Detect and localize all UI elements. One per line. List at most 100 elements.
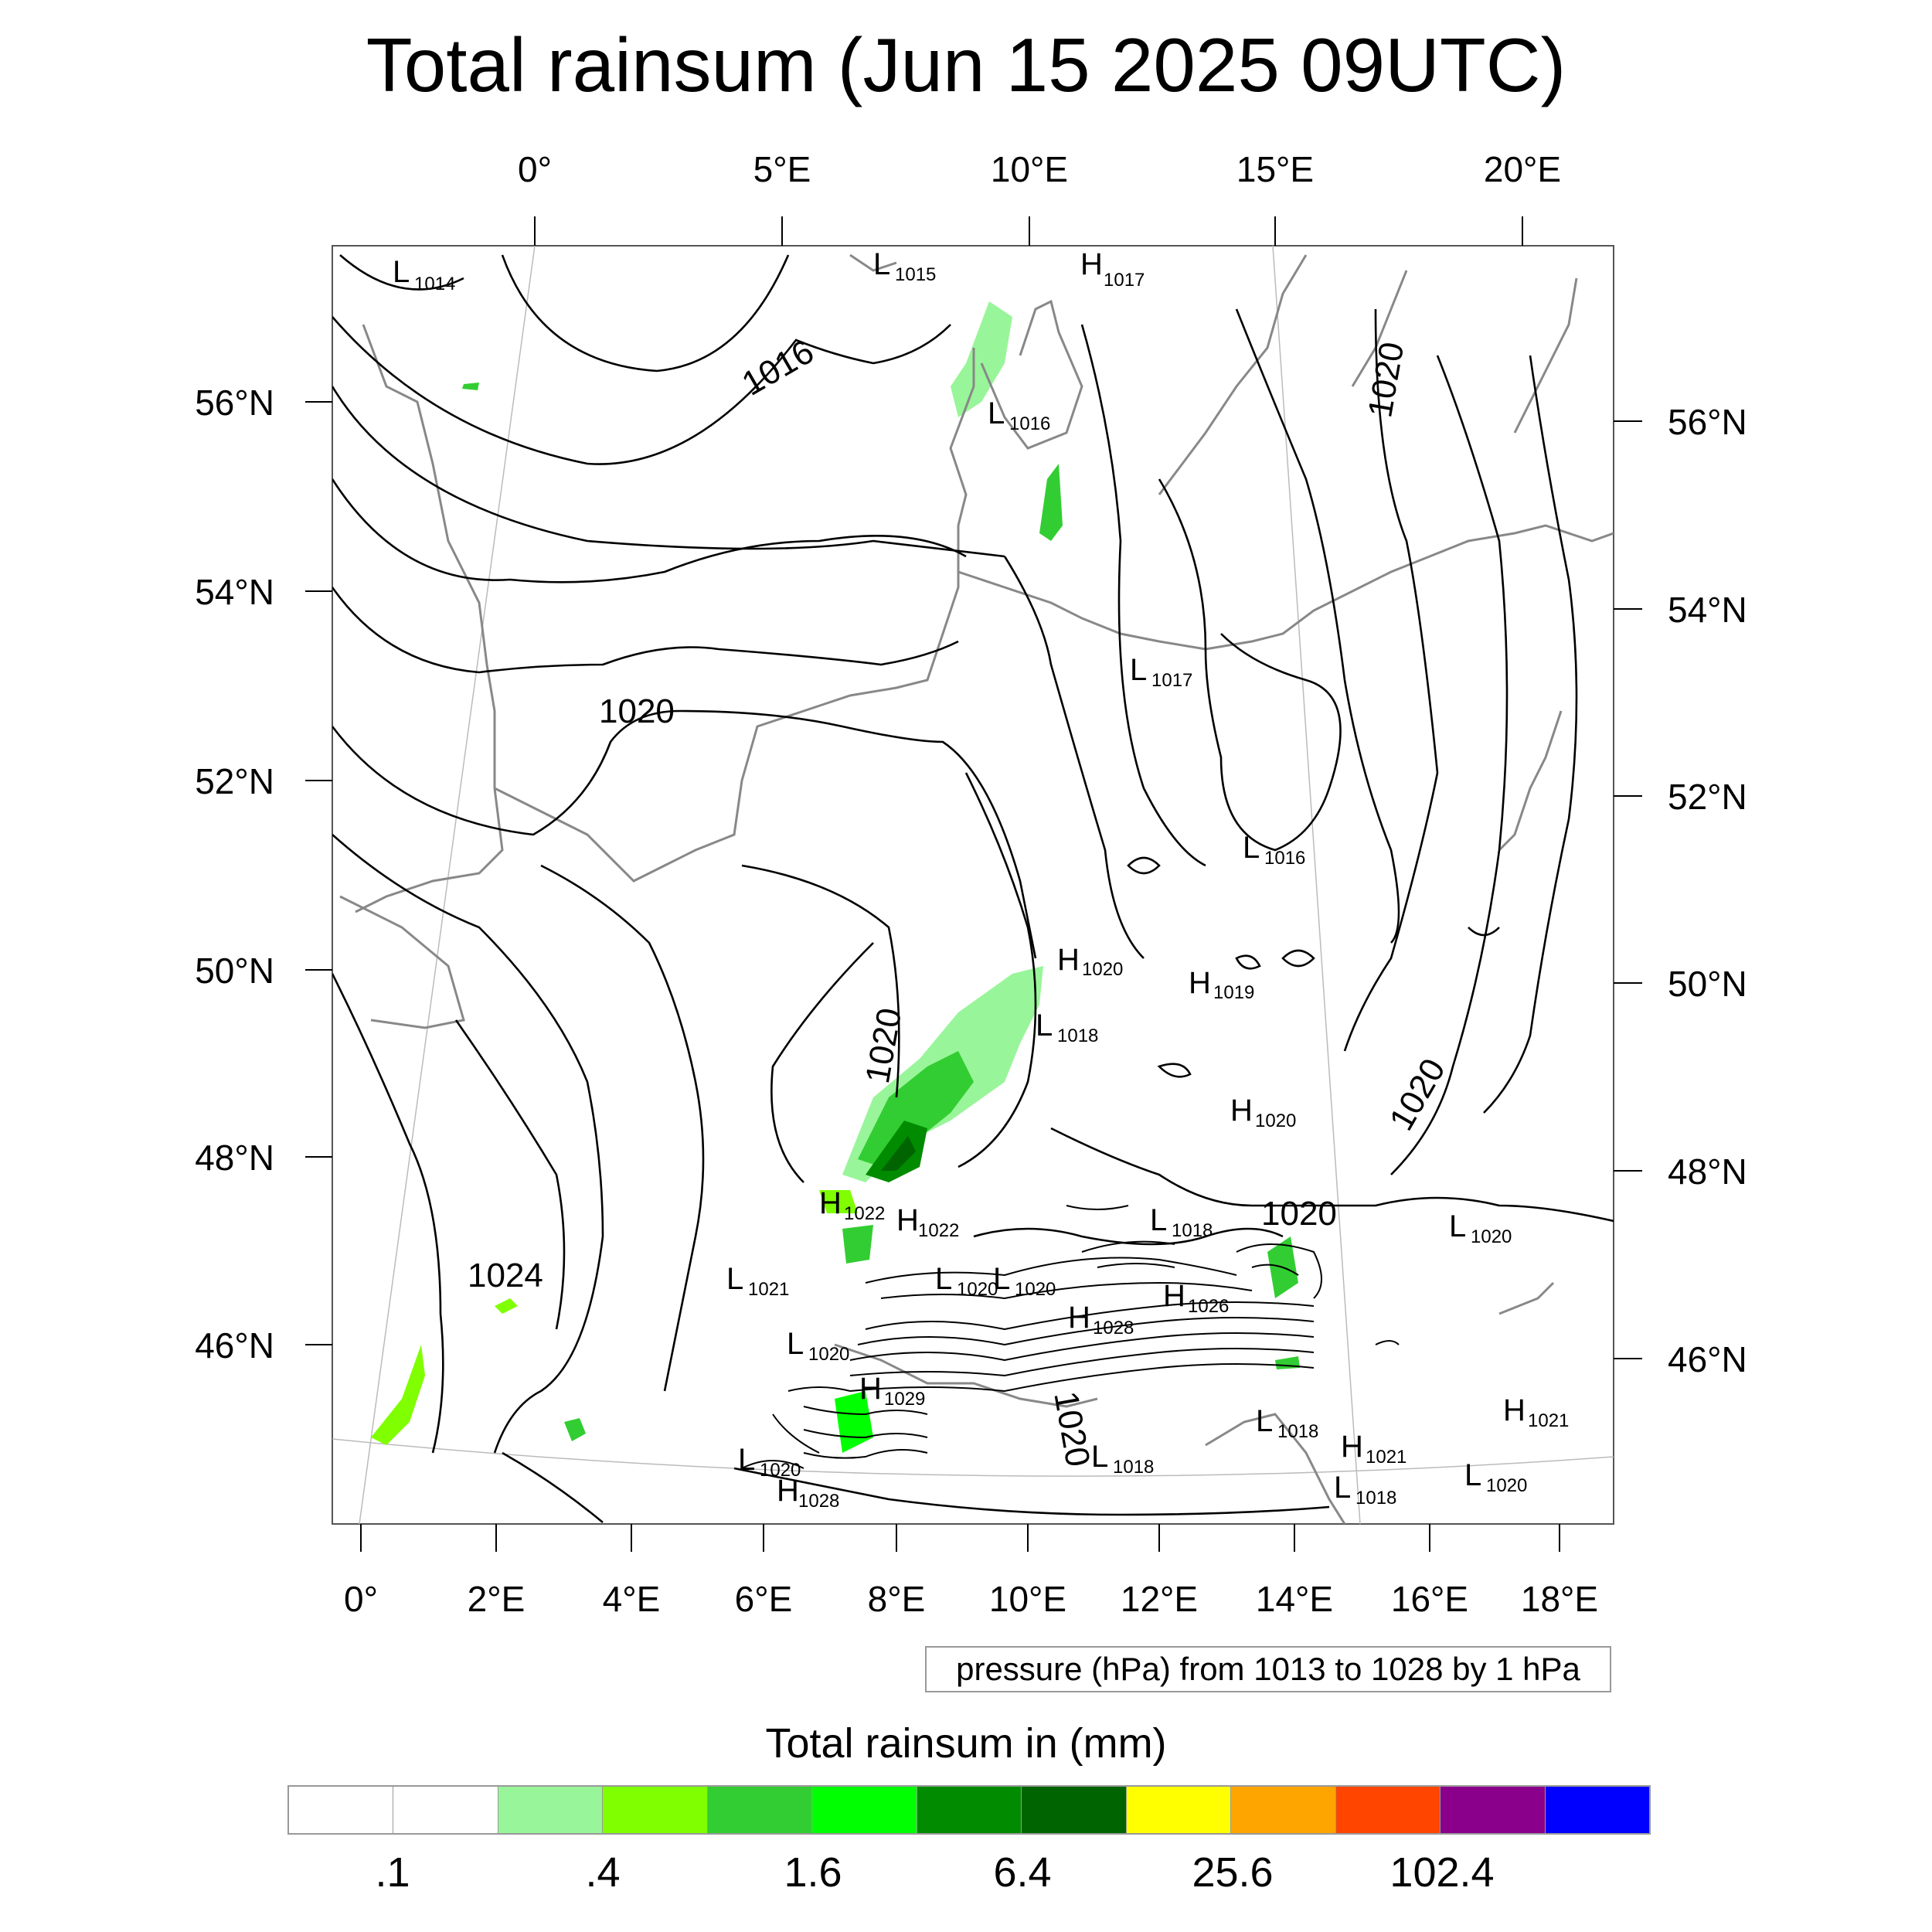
colorbar-swatch xyxy=(498,1787,604,1833)
isobar-label: 1020 xyxy=(599,692,675,730)
right-lat-tick: 56°N xyxy=(1668,402,1747,442)
colorbar-label: 102.4 xyxy=(1389,1849,1495,1896)
colorbar-swatch xyxy=(707,1787,813,1833)
pressure-center-value: 1028 xyxy=(1093,1318,1134,1338)
left-latitude-axis xyxy=(305,401,332,1345)
pressure-center-value: 1018 xyxy=(1172,1220,1213,1241)
colorbar-swatch xyxy=(1335,1787,1441,1833)
bottom-lon-tick: 2°E xyxy=(468,1579,526,1619)
colorbar-label: 6.4 xyxy=(993,1849,1052,1896)
pressure-center-value: 1019 xyxy=(1213,982,1254,1003)
left-lat-tick: 48°N xyxy=(195,1138,274,1178)
pressure-center-value: 1020 xyxy=(1015,1279,1056,1300)
pressure-center-type: H xyxy=(1230,1094,1253,1128)
top-lon-tick: 15°E xyxy=(1236,149,1314,189)
pressure-center-type: H xyxy=(777,1474,799,1508)
pressure-center-type: L xyxy=(738,1443,755,1477)
pressure-center-value: 1015 xyxy=(895,264,936,285)
pressure-center-value: 1022 xyxy=(844,1203,885,1224)
pressure-centers: L 1014 L 1015 H 1017 L 1016 L 1017 L 101… xyxy=(393,247,1569,1512)
right-lat-tick: 50°N xyxy=(1668,964,1747,1004)
graticule xyxy=(332,246,1614,1524)
pressure-center-value: 1028 xyxy=(798,1491,839,1512)
pressure-center-type: L xyxy=(873,247,890,281)
map-title: Total rainsum (Jun 15 2025 09UTC) xyxy=(366,22,1566,107)
pressure-center-type: L xyxy=(1150,1203,1167,1237)
pressure-center-value: 1018 xyxy=(1355,1488,1396,1509)
pressure-center-type: H xyxy=(1189,966,1211,1000)
pressure-center-type: L xyxy=(935,1262,952,1296)
colorbar-swatch xyxy=(1440,1787,1546,1833)
pressure-center-type: H xyxy=(1503,1393,1526,1427)
pressure-center-type: H xyxy=(1080,247,1103,281)
pressure-center-type: L xyxy=(1130,653,1147,687)
pressure-center-type: L xyxy=(1036,1009,1053,1043)
pressure-center-value: 1018 xyxy=(1057,1026,1098,1046)
coastlines xyxy=(339,253,1614,1524)
pressure-center-type: L xyxy=(393,255,410,289)
pressure-center-type: H xyxy=(1163,1279,1185,1313)
contour-info-box: pressure (hPa) from 1013 to 1028 by 1 hP… xyxy=(925,1646,1611,1692)
pressure-center-value: 1026 xyxy=(1188,1296,1229,1317)
colorbar-swatch xyxy=(393,1787,498,1833)
pressure-center-type: H xyxy=(1057,943,1080,977)
bottom-lon-tick: 16°E xyxy=(1391,1579,1468,1619)
colorbar-swatch xyxy=(1126,1787,1232,1833)
pressure-center-type: L xyxy=(1449,1209,1466,1243)
pressure-center-value: 1017 xyxy=(1151,670,1192,691)
pressure-center-type: H xyxy=(819,1186,842,1220)
alpine-isobars xyxy=(741,1205,1400,1469)
rain-areas xyxy=(371,301,1300,1453)
pressure-center-value: 1017 xyxy=(1104,270,1145,291)
pressure-center-value: 1021 xyxy=(748,1279,789,1300)
pressure-center-type: H xyxy=(859,1372,882,1406)
pressure-center-type: L xyxy=(993,1262,1010,1296)
top-lon-tick: 10°E xyxy=(991,149,1068,189)
pressure-center-value: 1020 xyxy=(1486,1475,1527,1496)
pressure-center-type: L xyxy=(1091,1440,1108,1474)
colorbar-title: Total rainsum in (mm) xyxy=(765,1720,1167,1767)
pressure-center-type: L xyxy=(1464,1458,1481,1492)
pressure-center-value: 1018 xyxy=(1277,1421,1318,1442)
bottom-lon-tick: 6°E xyxy=(735,1579,793,1619)
bottom-lon-tick: 10°E xyxy=(989,1579,1066,1619)
left-lat-tick: 52°N xyxy=(195,761,274,801)
bottom-lon-tick: 14°E xyxy=(1256,1579,1333,1619)
pressure-center-type: L xyxy=(726,1262,743,1296)
bottom-lon-tick: 8°E xyxy=(868,1579,926,1619)
left-lat-tick: 56°N xyxy=(195,383,274,423)
right-lat-tick: 48°N xyxy=(1668,1151,1747,1192)
pressure-center-type: L xyxy=(1243,831,1260,865)
left-lat-tick: 46°N xyxy=(195,1325,274,1366)
right-lat-tick: 52°N xyxy=(1668,777,1747,817)
colorbar-swatch xyxy=(812,1787,917,1833)
pressure-center-type: L xyxy=(988,396,1005,430)
isobar-label: 1024 xyxy=(468,1257,543,1294)
bottom-lon-tick: 4°E xyxy=(603,1579,661,1619)
left-lat-tick: 54°N xyxy=(195,572,274,612)
colorbar-swatch xyxy=(917,1787,1022,1833)
colorbar-label: 1.6 xyxy=(784,1849,842,1896)
pressure-center-type: H xyxy=(1341,1430,1363,1464)
pressure-center-value: 1021 xyxy=(1366,1447,1406,1468)
pressure-center-value: 1020 xyxy=(808,1344,849,1365)
pressure-center-value: 1014 xyxy=(414,274,455,294)
top-lon-tick: 5°E xyxy=(753,149,811,189)
pressure-center-type: L xyxy=(787,1327,804,1361)
pressure-center-value: 1020 xyxy=(1471,1226,1512,1247)
pressure-center-value: 1029 xyxy=(884,1389,925,1410)
pressure-center-type: H xyxy=(1068,1301,1090,1335)
pressure-center-value: 1016 xyxy=(1264,848,1305,869)
pressure-center-value: 1021 xyxy=(1528,1410,1569,1431)
pressure-center-value: 1020 xyxy=(1255,1111,1296,1131)
pressure-center-value: 1022 xyxy=(918,1220,959,1241)
right-lat-tick: 46°N xyxy=(1668,1339,1747,1379)
bottom-lon-tick: 12°E xyxy=(1121,1579,1198,1619)
colorbar-swatch xyxy=(289,1787,394,1833)
bottom-lon-tick: 18°E xyxy=(1521,1579,1598,1619)
plot-frame xyxy=(332,245,1614,1525)
colorbar-swatch xyxy=(1022,1787,1127,1833)
isobar-label: 1020 xyxy=(1261,1195,1337,1233)
pressure-center-type: H xyxy=(896,1203,919,1237)
